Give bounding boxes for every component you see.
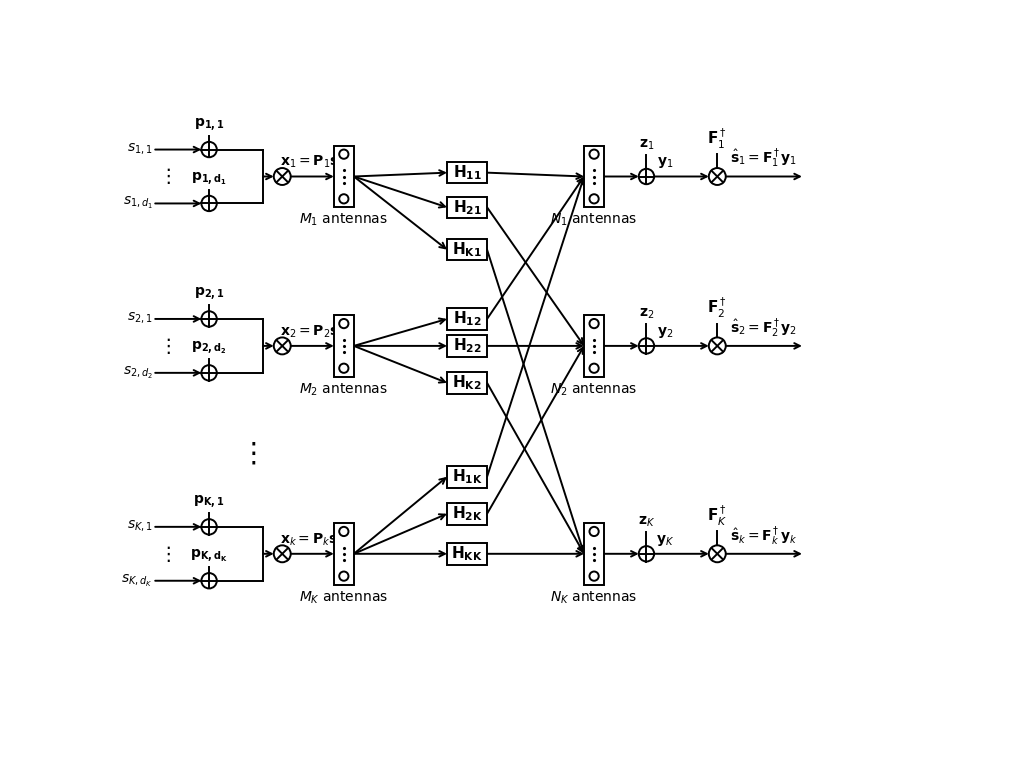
Text: $\mathbf{p_{K,1}}$: $\mathbf{p_{K,1}}$ — [194, 493, 225, 510]
Bar — [447, 308, 487, 330]
Text: $\hat{\mathbf{s}}_2 = \mathbf{F}_2^\dagger\mathbf{y}_2$: $\hat{\mathbf{s}}_2 = \mathbf{F}_2^\dagg… — [729, 317, 797, 340]
Text: $\mathbf{p_{1,d_1}}$: $\mathbf{p_{1,d_1}}$ — [192, 170, 227, 187]
Bar — [447, 543, 487, 565]
Text: $\hat{\mathbf{s}}_k = \mathbf{F}_k^\dagger\mathbf{y}_k$: $\hat{\mathbf{s}}_k = \mathbf{F}_k^\dagg… — [729, 524, 797, 548]
Text: $\mathbf{H_{K2}}$: $\mathbf{H_{K2}}$ — [452, 373, 482, 392]
Bar — [447, 197, 487, 218]
Text: $\mathbf{H_{1K}}$: $\mathbf{H_{1K}}$ — [452, 467, 483, 486]
Bar — [334, 145, 354, 207]
Text: $\vdots$: $\vdots$ — [159, 336, 171, 356]
Circle shape — [709, 168, 726, 185]
Text: $s_{K,1}$: $s_{K,1}$ — [127, 519, 153, 534]
Bar — [584, 145, 604, 207]
Text: $\mathbf{p_{K,d_K}}$: $\mathbf{p_{K,d_K}}$ — [191, 547, 228, 564]
Bar — [447, 372, 487, 394]
Bar — [447, 466, 487, 487]
Circle shape — [709, 545, 726, 562]
Bar — [334, 315, 354, 376]
Circle shape — [201, 519, 217, 535]
Circle shape — [274, 337, 291, 354]
Text: $M_1$ antennas: $M_1$ antennas — [299, 212, 388, 228]
Text: $s_{2,d_2}$: $s_{2,d_2}$ — [123, 365, 153, 381]
Bar — [584, 523, 604, 584]
Text: $\mathbf{z}_1$: $\mathbf{z}_1$ — [639, 138, 654, 152]
Text: $\mathbf{H_{11}}$: $\mathbf{H_{11}}$ — [453, 163, 482, 182]
Text: $\mathbf{z}_2$: $\mathbf{z}_2$ — [639, 307, 654, 321]
Text: $M_K$ antennas: $M_K$ antennas — [299, 589, 388, 606]
Text: $s_{K,d_K}$: $s_{K,d_K}$ — [121, 573, 153, 589]
Text: $\mathbf{x}_2 = \mathbf{P}_2\mathbf{s}_2$: $\mathbf{x}_2 = \mathbf{P}_2\mathbf{s}_2… — [280, 324, 345, 340]
Text: $\mathbf{y}_1$: $\mathbf{y}_1$ — [657, 155, 673, 171]
Text: $s_{1,1}$: $s_{1,1}$ — [127, 142, 153, 157]
Text: $\mathbf{p_{2,1}}$: $\mathbf{p_{2,1}}$ — [194, 285, 225, 302]
Text: $\mathbf{H_{KK}}$: $\mathbf{H_{KK}}$ — [452, 545, 483, 563]
Text: $\mathbf{F}_2^\dagger$: $\mathbf{F}_2^\dagger$ — [708, 296, 727, 321]
Text: $N_1$ antennas: $N_1$ antennas — [550, 212, 638, 228]
Text: $M_2$ antennas: $M_2$ antennas — [299, 381, 388, 398]
Text: $N_K$ antennas: $N_K$ antennas — [550, 589, 638, 606]
Text: $\mathbf{F}_1^\dagger$: $\mathbf{F}_1^\dagger$ — [708, 127, 727, 151]
Circle shape — [709, 337, 726, 354]
Circle shape — [274, 168, 291, 185]
Text: $\vdots$: $\vdots$ — [159, 167, 171, 187]
Text: $\mathbf{y}_K$: $\mathbf{y}_K$ — [656, 532, 674, 548]
Circle shape — [274, 545, 291, 562]
Bar — [447, 239, 487, 260]
Circle shape — [639, 169, 654, 184]
Text: $\mathbf{H_{K1}}$: $\mathbf{H_{K1}}$ — [452, 240, 482, 259]
Circle shape — [201, 311, 217, 327]
Bar — [447, 162, 487, 184]
Bar — [584, 315, 604, 376]
Text: $\mathbf{x}_k = \mathbf{P}_k\mathbf{s}_k$: $\mathbf{x}_k = \mathbf{P}_k\mathbf{s}_k… — [280, 531, 345, 548]
Circle shape — [201, 365, 217, 380]
Text: $\mathbf{H_{22}}$: $\mathbf{H_{22}}$ — [453, 337, 482, 355]
Text: $\mathbf{y}_2$: $\mathbf{y}_2$ — [657, 324, 673, 340]
Circle shape — [639, 546, 654, 562]
Text: $N_2$ antennas: $N_2$ antennas — [550, 381, 638, 398]
Bar — [447, 335, 487, 356]
Text: $\mathbf{F}_K^\dagger$: $\mathbf{F}_K^\dagger$ — [708, 504, 727, 529]
Text: $\mathbf{p_{1,1}}$: $\mathbf{p_{1,1}}$ — [194, 116, 225, 132]
Bar — [447, 503, 487, 525]
Text: $\vdots$: $\vdots$ — [159, 544, 171, 564]
Circle shape — [201, 573, 217, 588]
Text: $s_{1,d_1}$: $s_{1,d_1}$ — [122, 195, 153, 211]
Circle shape — [201, 196, 217, 211]
Text: $\mathbf{H_{21}}$: $\mathbf{H_{21}}$ — [453, 198, 482, 216]
Text: $\mathbf{H_{2K}}$: $\mathbf{H_{2K}}$ — [452, 504, 483, 523]
Text: $\hat{\mathbf{s}}_1 = \mathbf{F}_1^\dagger\mathbf{y}_1$: $\hat{\mathbf{s}}_1 = \mathbf{F}_1^\dagg… — [729, 148, 797, 171]
Text: $\mathbf{z}_K$: $\mathbf{z}_K$ — [638, 515, 655, 529]
Text: $s_{2,1}$: $s_{2,1}$ — [127, 311, 153, 327]
Circle shape — [639, 338, 654, 353]
Bar — [334, 523, 354, 584]
Text: $\mathbf{p_{2,d_2}}$: $\mathbf{p_{2,d_2}}$ — [192, 339, 227, 356]
Text: $\vdots$: $\vdots$ — [239, 440, 256, 467]
Text: $\mathbf{H_{12}}$: $\mathbf{H_{12}}$ — [453, 310, 482, 328]
Circle shape — [201, 142, 217, 158]
Text: $\mathbf{x}_1 = \mathbf{P}_1\mathbf{s}_1$: $\mathbf{x}_1 = \mathbf{P}_1\mathbf{s}_1… — [280, 154, 345, 171]
